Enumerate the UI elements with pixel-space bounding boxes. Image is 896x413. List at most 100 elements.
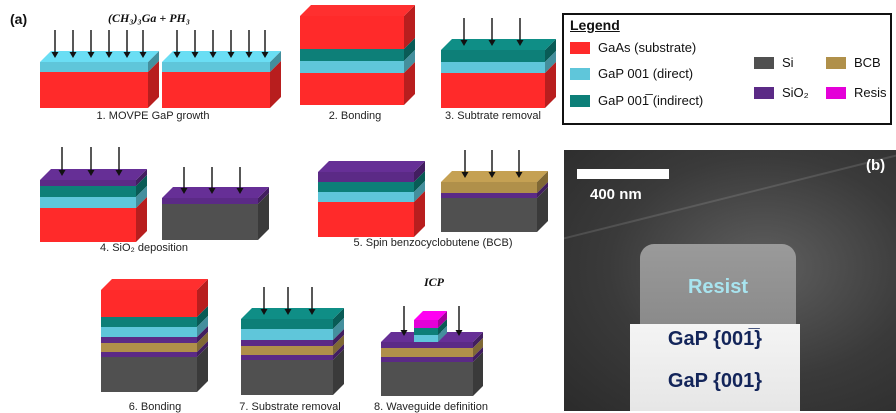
step6-block-layer-2-front <box>101 327 197 337</box>
legend-swatch-gap-indirect <box>570 94 590 107</box>
step1-block-right <box>162 51 281 108</box>
step7-block-layer-2-side <box>333 329 344 346</box>
step8-ridge <box>414 311 447 342</box>
step1-arrows-left-head-4 <box>123 52 131 58</box>
step7-arrows-head-2 <box>308 309 316 315</box>
legend-swatch-gap-direct <box>570 67 590 80</box>
step-6-caption: 6. Bonding <box>129 401 182 413</box>
step8-base-layer-1-side <box>473 338 483 357</box>
step4-block-right <box>162 187 269 240</box>
gap-region: GaP {001̅} GaP {001} <box>630 324 800 411</box>
process-diagram: (a) (CH₃)₃Ga + PH₃ ICP 1. MOVPE GaP grow… <box>10 5 556 413</box>
step1-block-left-layer-0-front <box>40 62 148 72</box>
step1-arrows-left-head-3 <box>105 52 113 58</box>
step6-block-layer-5-side <box>197 341 208 357</box>
step5-block-left-layer-0-side <box>414 161 425 182</box>
legend-box: Legend GaAs (substrate) GaP 001 (direct)… <box>562 13 892 125</box>
step6-block-layer-6-side <box>197 346 208 392</box>
step6-block-layer-1-side <box>197 306 208 327</box>
panel-a-label: (a) <box>10 11 27 27</box>
gap-indirect-label: GaP {001̅} <box>667 328 763 350</box>
step1-block-left-layer-0-side <box>148 51 159 72</box>
step5-arrows <box>461 150 523 178</box>
step4-block-left-layer-3-side <box>136 197 147 242</box>
step7-block-layer-5-front <box>241 360 333 395</box>
step8-ridge-layer-1-front <box>414 328 438 335</box>
step8-base-layer-2-front <box>381 357 473 362</box>
step7-block-layer-0-side <box>333 308 344 329</box>
step7-block-layer-3-side <box>333 335 344 355</box>
deposition-arrows <box>51 18 524 336</box>
legend-swatch-bcb <box>826 56 846 69</box>
step1-arrows-left-head-0 <box>51 52 59 58</box>
step-7-caption: 7. Substrate removal <box>239 401 341 413</box>
step6-block-layer-1-front <box>101 317 197 327</box>
step5-arrows-head-2 <box>515 172 523 178</box>
step5-block-left-top-face <box>318 161 425 172</box>
step5-block-left-layer-3-front <box>318 202 414 237</box>
step3-arrows-head-1 <box>488 40 496 46</box>
step5-block-right-layer-0-front <box>441 182 537 193</box>
step4-block-right-layer-0-front <box>162 198 258 204</box>
step4-block-left-layer-1-side <box>136 175 147 197</box>
step4-block-left-layer-2-side <box>136 186 147 208</box>
step5-block-left-layer-3-side <box>414 191 425 237</box>
step2-block-layer-2-front <box>300 61 404 73</box>
step7-block-layer-2-front <box>241 340 333 346</box>
step7-block-top-face <box>241 308 344 319</box>
step2-block-layer-0-front <box>300 16 404 49</box>
step-8-caption: 8. Waveguide definition <box>374 401 488 413</box>
step8-base-layer-0-front <box>381 342 473 348</box>
step8-arrows-head-0 <box>400 330 408 336</box>
step1-block-left-layer-1-side <box>148 61 159 108</box>
legend-item-resist: Resis <box>826 85 887 100</box>
step1-block-left-layer-1-front <box>40 72 148 108</box>
step2-block-layer-1-front <box>300 49 404 61</box>
step2-block-layer-3-side <box>404 62 415 105</box>
panel-b-label: (b) <box>866 157 886 174</box>
sem-micrograph: 400 nm (b) Resist GaP {001̅} GaP {001} <box>564 150 896 411</box>
step7-block-layer-4-front <box>241 355 333 360</box>
scale-bar-label: 400 nm <box>590 186 642 203</box>
step4-block-right-layer-1-front <box>162 204 258 240</box>
legend-item-sio2: SiO₂ <box>754 85 809 100</box>
step1-arrows-right-head-3 <box>227 52 235 58</box>
step8-base-layer-1-front <box>381 348 473 357</box>
step4-block-left-layer-1-front <box>40 186 136 197</box>
step6-block-layer-3-side <box>197 326 208 343</box>
step7-block-layer-0-front <box>241 319 333 329</box>
precursor-formula: (CH₃)₃Ga + PH₃ <box>108 11 190 25</box>
step2-block-layer-1-side <box>404 38 415 61</box>
step5-block-left <box>318 161 425 237</box>
step4-block-left-layer-3-front <box>40 208 136 242</box>
step6-block-layer-2-side <box>197 316 208 337</box>
layer-stacks <box>40 5 556 396</box>
legend-label-gap-indirect: GaP 001̅ (indirect) <box>598 93 704 108</box>
legend-label-resist: Resis <box>854 85 887 100</box>
step3-block-layer-1-side <box>545 51 556 73</box>
step8-ridge-layer-2-front <box>414 335 438 342</box>
step6-block-layer-6-front <box>101 357 197 392</box>
legend-label-si: Si <box>782 55 794 70</box>
legend-swatch-gaas <box>570 41 590 54</box>
legend-swatch-si <box>754 56 774 69</box>
legend-title: Legend <box>570 17 620 33</box>
step4-arrows-left <box>58 147 123 176</box>
legend-item-gap-indirect: GaP 001̅ (indirect) <box>570 93 703 108</box>
step1-arrows-right-head-1 <box>191 52 199 58</box>
legend-label-gaas: GaAs (substrate) <box>598 40 697 55</box>
step5-block-right-layer-0-side <box>537 171 548 193</box>
step4-block-left-layer-2-front <box>40 197 136 208</box>
step5-block-right-layer-2-front <box>441 198 537 232</box>
step7-block-layer-4-side <box>333 344 344 360</box>
step1-arrows-left-head-2 <box>87 52 95 58</box>
step6-block-layer-3-front <box>101 337 197 343</box>
step3-block-layer-2-side <box>545 62 556 108</box>
resist-region: Resist <box>640 244 796 326</box>
step4-block-left-layer-0-front <box>40 180 136 186</box>
step5-arrows-head-1 <box>488 172 496 178</box>
step3-block <box>441 39 556 108</box>
step7-block-layer-3-front <box>241 346 333 355</box>
legend-swatch-sio2 <box>754 86 774 99</box>
step7-arrows <box>260 287 316 315</box>
